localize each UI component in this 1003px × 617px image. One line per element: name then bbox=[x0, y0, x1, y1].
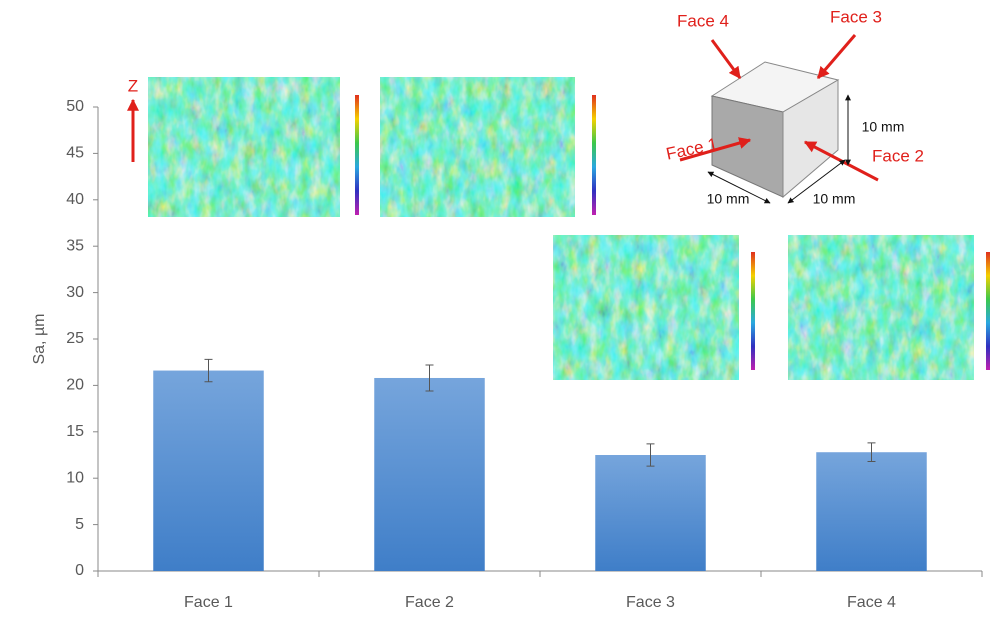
error-bar bbox=[425, 364, 434, 392]
dimension-label: 10 mm bbox=[813, 191, 856, 207]
surface-map bbox=[788, 235, 974, 380]
cube-diagram: Face 4 Face 3 Face 1 Face 2 10 mm 10 mm … bbox=[664, 7, 924, 206]
y-tick-label: 35 bbox=[66, 237, 84, 254]
y-tick-label: 15 bbox=[66, 423, 84, 440]
y-tick-label: 40 bbox=[66, 191, 84, 208]
bar bbox=[816, 452, 927, 571]
y-tick-label: 30 bbox=[66, 284, 84, 301]
surface-map bbox=[148, 77, 340, 217]
face-label: Face 3 bbox=[830, 7, 882, 26]
dimension-line bbox=[707, 171, 771, 204]
z-label: Z bbox=[128, 76, 138, 95]
x-tick-label: Face 3 bbox=[626, 594, 675, 611]
color-scale bbox=[751, 252, 755, 370]
y-tick-label: 25 bbox=[66, 330, 84, 347]
face-label: Face 1 bbox=[664, 134, 719, 163]
y-axis-title: Sa, µm bbox=[31, 313, 48, 364]
arrow bbox=[710, 39, 742, 79]
face-label: Face 2 bbox=[872, 146, 924, 165]
dimension-line bbox=[787, 159, 846, 204]
surface-map bbox=[553, 235, 739, 380]
color-scale bbox=[592, 95, 596, 215]
y-tick-label: 0 bbox=[75, 562, 84, 579]
y-tick-label: 45 bbox=[66, 145, 84, 162]
error-bar bbox=[646, 443, 655, 467]
surface-map bbox=[380, 77, 575, 217]
y-tick-label: 50 bbox=[66, 98, 84, 115]
bar bbox=[595, 455, 706, 571]
x-tick-label: Face 4 bbox=[847, 594, 896, 611]
error-bar bbox=[867, 442, 876, 462]
x-tick-label: Face 1 bbox=[184, 594, 233, 611]
dimension-label: 10 mm bbox=[862, 119, 905, 135]
x-tick-label: Face 2 bbox=[405, 594, 454, 611]
color-scale bbox=[355, 95, 359, 215]
arrow bbox=[816, 34, 857, 79]
error-bar bbox=[204, 358, 213, 383]
bar bbox=[153, 370, 264, 571]
y-tick-label: 20 bbox=[66, 377, 84, 394]
arrow bbox=[679, 137, 752, 162]
y-tick-label: 5 bbox=[75, 516, 84, 533]
y-tick-label: 10 bbox=[66, 469, 84, 486]
surface-insets bbox=[148, 77, 990, 380]
bar bbox=[374, 377, 485, 571]
dimension-label: 10 mm bbox=[707, 191, 750, 207]
color-scale bbox=[986, 252, 990, 370]
face-label: Face 4 bbox=[677, 11, 729, 30]
